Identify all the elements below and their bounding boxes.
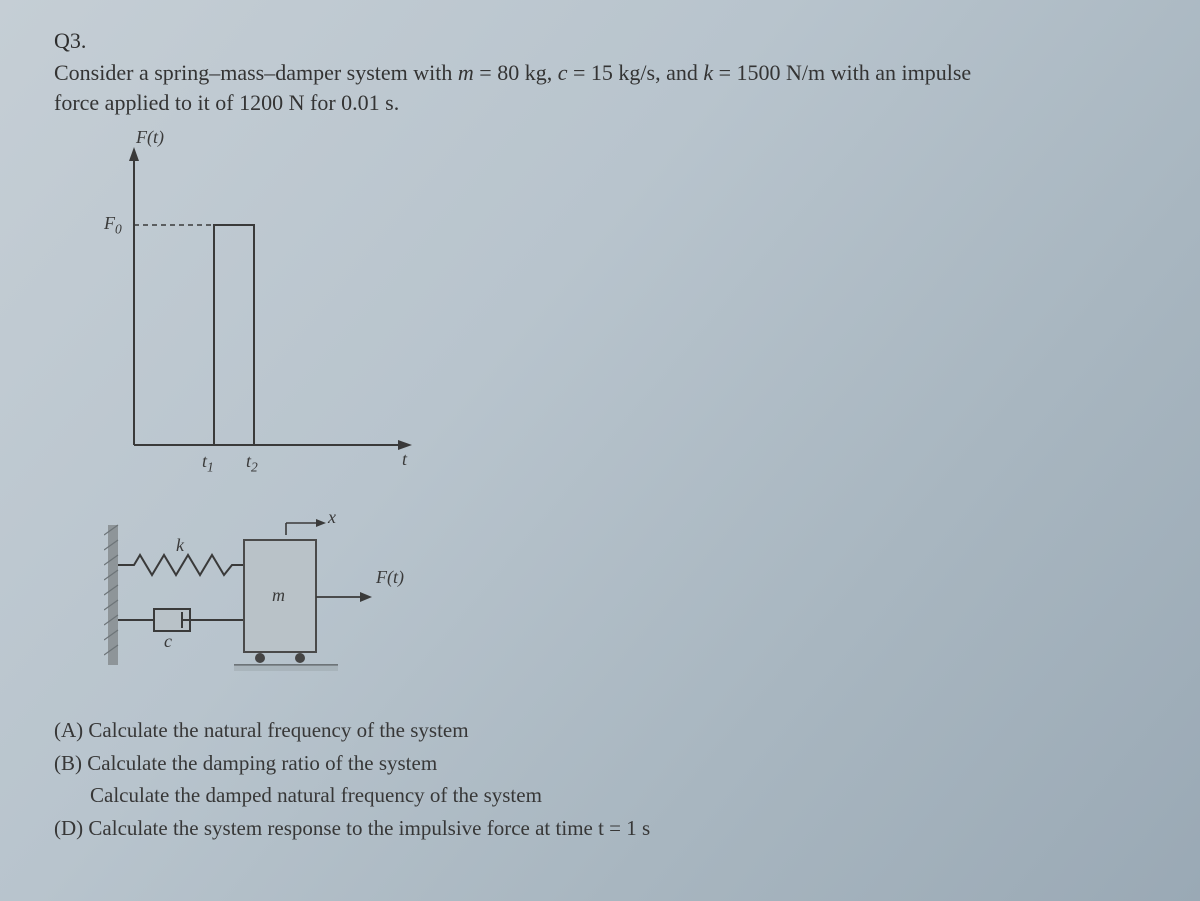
val-k: = 1500 N/m with an impulse xyxy=(713,60,971,85)
question-text: Consider a spring–mass–damper system wit… xyxy=(54,58,1144,117)
var-m: m xyxy=(458,60,474,85)
var-k: k xyxy=(703,60,713,85)
val-c: = 15 kg/s, and xyxy=(567,60,703,85)
force-graph: F(t) t F0 t1 t2 xyxy=(74,125,474,495)
answer-a: (A) Calculate the natural frequency of t… xyxy=(54,715,1160,745)
qtext-pre: Consider a spring–mass–damper system wit… xyxy=(54,60,458,85)
t1-sub: 1 xyxy=(207,460,214,475)
answer-b: (B) Calculate the damping ratio of the s… xyxy=(54,748,1160,778)
f0-sub: 0 xyxy=(115,222,122,237)
t1-label: t1 xyxy=(202,451,214,476)
f-label: F(t) xyxy=(376,567,404,588)
x-label: x xyxy=(328,507,336,528)
c-label: c xyxy=(164,631,172,652)
x-axis-label: t xyxy=(402,449,407,470)
answer-d: (D) Calculate the system response to the… xyxy=(54,813,1160,843)
answer-c: Calculate the damped natural frequency o… xyxy=(54,780,1160,810)
qtext-line2: force applied to it of 1200 N for 0.01 s… xyxy=(54,90,399,115)
answer-list: (A) Calculate the natural frequency of t… xyxy=(54,715,1160,843)
f0-label: F0 xyxy=(104,213,122,238)
schematic: k c m x F(t) xyxy=(104,505,424,695)
m-label: m xyxy=(272,585,285,606)
schematic-svg xyxy=(104,505,424,695)
y-axis-label: F(t) xyxy=(136,127,164,148)
t2-sub: 2 xyxy=(251,460,258,475)
question-number: Q3. xyxy=(54,28,1160,54)
k-label: k xyxy=(176,535,184,556)
t2-label: t2 xyxy=(246,451,258,476)
val-m: = 80 kg, xyxy=(474,60,558,85)
f0-text: F xyxy=(104,213,115,233)
force-graph-svg xyxy=(74,125,474,490)
